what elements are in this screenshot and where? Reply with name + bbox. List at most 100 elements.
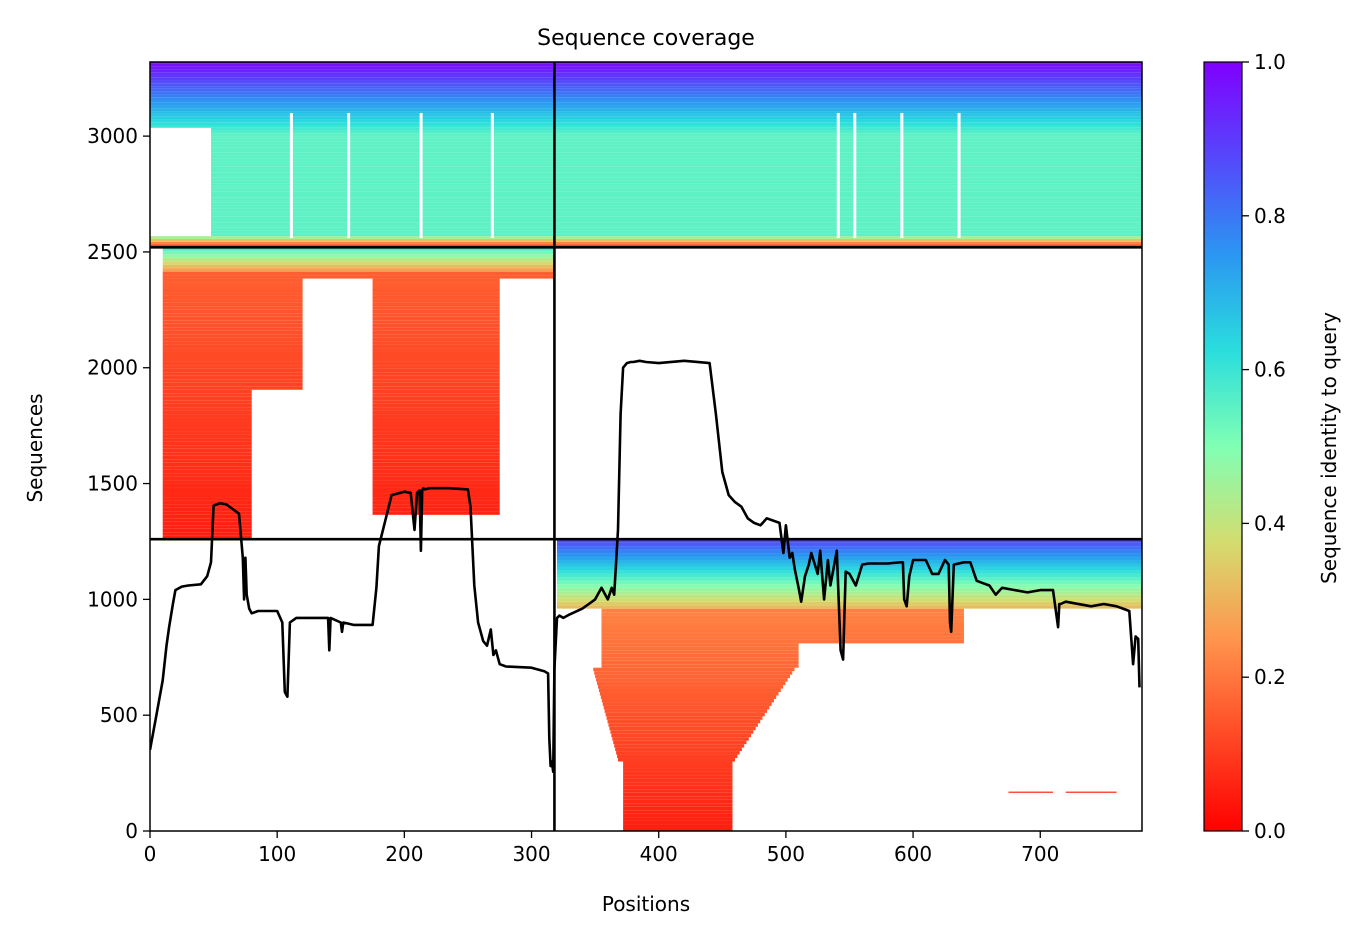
heat-band: [372, 288, 500, 293]
heat-band: [162, 320, 303, 324]
heat-band: [596, 678, 788, 682]
heat-band: [150, 122, 555, 126]
heat-band: [554, 113, 1142, 117]
heat-band: [372, 511, 500, 515]
heat-band: [554, 205, 1142, 209]
heat-band: [372, 334, 500, 338]
heat-band: [211, 152, 555, 156]
heat-band: [372, 452, 500, 456]
heat-band: [556, 577, 1142, 581]
heat-band: [150, 72, 555, 75]
heat-band: [211, 144, 555, 148]
heat-band: [372, 299, 500, 303]
heat-band: [162, 358, 303, 362]
heat-band: [150, 63, 555, 67]
heat-band: [162, 431, 252, 435]
heat-band: [612, 737, 749, 741]
heat-band: [372, 500, 500, 505]
heat-band: [162, 351, 303, 356]
heat-band: [372, 421, 500, 425]
heat-band: [162, 306, 303, 310]
heat-band: [372, 292, 500, 296]
heat-band: [556, 546, 1142, 550]
heat-band: [617, 754, 738, 759]
heat-band: [601, 657, 799, 661]
heat-band: [162, 455, 252, 460]
heat-band: [611, 733, 752, 738]
heat-band: [211, 188, 555, 192]
heat-band: [618, 758, 736, 762]
heat-band: [162, 337, 303, 342]
heat-band: [150, 91, 555, 95]
heat-band: [554, 188, 1142, 192]
heat-band: [601, 650, 799, 654]
heat-band: [162, 257, 555, 262]
heat-band: [162, 407, 252, 411]
heat-band: [162, 268, 555, 272]
heat-band: [556, 566, 1142, 571]
heat-band: [162, 368, 303, 373]
heat-band: [211, 183, 555, 187]
heat-band: [162, 525, 252, 529]
heat-band: [211, 141, 555, 145]
heat-band: [623, 820, 733, 825]
heat-band: [372, 466, 500, 470]
heat-band: [162, 462, 252, 467]
heat-band: [211, 136, 555, 139]
heat-band: [554, 122, 1142, 126]
heat-band: [211, 197, 555, 201]
heat-band: [211, 169, 555, 173]
heat-gap: [836, 112, 840, 239]
heat-band: [554, 244, 1142, 248]
plot-area: [150, 62, 1142, 831]
heat-band: [601, 660, 799, 665]
heat-band: [372, 282, 500, 286]
heat-band: [372, 355, 500, 359]
plot-frame: [149, 61, 1143, 832]
heat-band: [554, 238, 1142, 242]
heat-band: [556, 549, 1142, 554]
heat-band: [211, 205, 555, 209]
heat-band: [623, 796, 733, 800]
heat-band: [623, 810, 733, 814]
heat-band: [162, 473, 252, 477]
y-tick-label: 500: [100, 703, 138, 727]
heat-band: [554, 63, 1142, 67]
heat-band: [554, 66, 1142, 70]
heat-band: [601, 629, 964, 633]
heat-band: [162, 396, 252, 401]
colorbar-tick-label: 0.6: [1254, 358, 1286, 382]
heat-band: [601, 643, 799, 647]
heat-band: [162, 309, 303, 314]
heat-band: [150, 119, 555, 123]
heat-band: [211, 163, 555, 167]
heat-band: [162, 441, 252, 446]
y-tick-label: 0: [125, 819, 138, 843]
heat-band: [623, 792, 733, 797]
heat-band: [372, 431, 500, 435]
x-tick-label: 300: [512, 842, 550, 866]
heat-band: [211, 138, 555, 142]
heat-band: [211, 227, 555, 231]
heat-band: [372, 480, 500, 484]
heat-band: [601, 664, 799, 668]
heat-band: [613, 740, 747, 745]
heat-band: [372, 393, 500, 397]
heat-band: [162, 480, 252, 484]
heat-gap: [853, 112, 857, 239]
heat-band: [211, 180, 555, 184]
heat-band: [554, 177, 1142, 181]
heat-band: [150, 241, 555, 245]
heat-band: [372, 316, 500, 321]
heat-band: [554, 80, 1142, 84]
heat-band: [162, 448, 252, 453]
heat-band: [556, 587, 1142, 592]
y-tick-label: 1500: [87, 472, 138, 496]
heat-band: [623, 806, 733, 811]
heat-band: [372, 414, 500, 418]
colorbar-tick-label: 0.8: [1254, 204, 1286, 228]
heat-band: [372, 417, 500, 422]
heat-band: [597, 681, 786, 686]
heat-band: [211, 186, 555, 189]
heat-band: [556, 556, 1142, 560]
